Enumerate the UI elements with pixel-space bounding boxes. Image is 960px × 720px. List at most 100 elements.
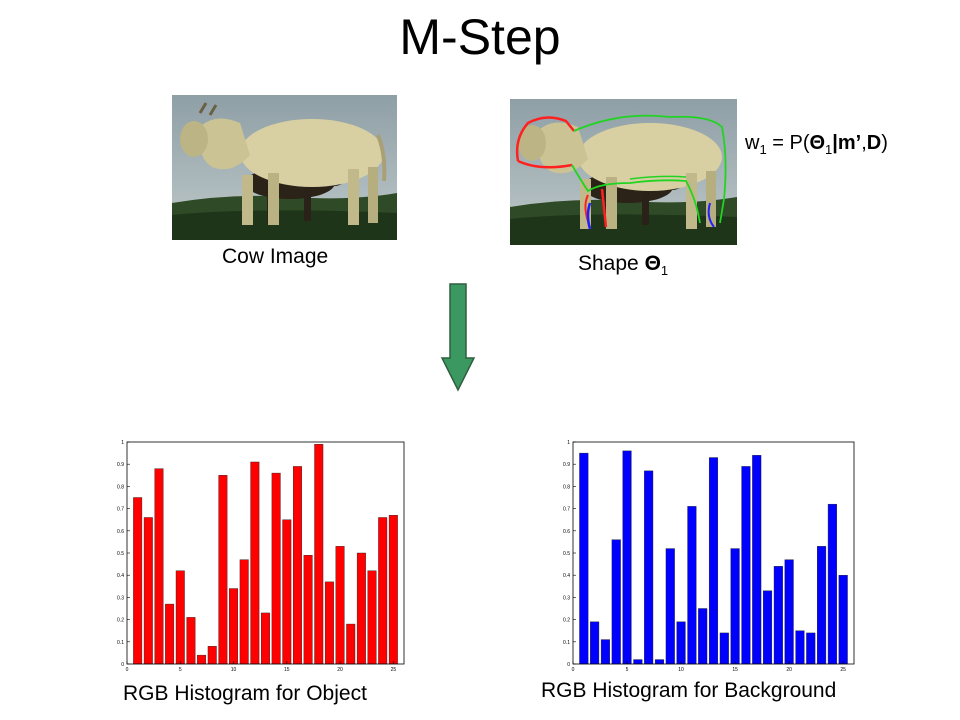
y-tick-label-object-2: 0.2 bbox=[117, 618, 124, 624]
bar-object-23 bbox=[367, 570, 377, 665]
y-tick-label-background-4: 0.4 bbox=[563, 573, 570, 579]
y-tick-label-object-10: 1 bbox=[121, 440, 124, 446]
y-tick-label-object-7: 0.7 bbox=[117, 507, 124, 513]
bar-object-15 bbox=[282, 519, 292, 665]
formula-theta-sub: 1 bbox=[825, 142, 833, 157]
bar-object-17 bbox=[303, 555, 313, 665]
formula-d: D bbox=[866, 132, 882, 154]
cow-photo-drawing bbox=[172, 95, 397, 240]
bar-object-14 bbox=[271, 472, 281, 665]
y-tick-label-object-6: 0.6 bbox=[117, 529, 124, 535]
formula-w: w bbox=[745, 132, 760, 154]
bar-object-12 bbox=[250, 461, 260, 665]
y-tick-label-background-9: 0.9 bbox=[563, 462, 570, 468]
bar-background-6 bbox=[633, 659, 643, 665]
y-tick-label-object-1: 0.1 bbox=[117, 640, 124, 646]
bar-object-4 bbox=[165, 603, 175, 665]
bar-background-10 bbox=[676, 621, 686, 665]
x-tick-label-background-4: 20 bbox=[786, 667, 792, 673]
y-tick-label-object-8: 0.8 bbox=[117, 484, 124, 490]
y-tick-label-background-3: 0.3 bbox=[563, 595, 570, 601]
caption-hist-object: RGB Histogram for Object bbox=[123, 682, 367, 705]
caption-shape-prefix: Shape bbox=[578, 252, 645, 275]
x-tick-label-background-2: 10 bbox=[678, 667, 684, 673]
bar-background-23 bbox=[817, 546, 827, 665]
caption-cow-image: Cow Image bbox=[222, 245, 329, 268]
x-tick-label-object-4: 20 bbox=[337, 667, 343, 673]
shape-photo-drawing bbox=[510, 99, 737, 245]
formula-theta: Θ bbox=[809, 132, 826, 154]
bar-background-12 bbox=[698, 608, 708, 665]
bar-object-21 bbox=[346, 623, 356, 665]
bar-object-19 bbox=[324, 581, 334, 665]
bar-background-14 bbox=[719, 632, 729, 665]
bar-object-2 bbox=[143, 517, 153, 665]
y-tick-label-background-6: 0.6 bbox=[563, 529, 570, 535]
x-tick-label-background-3: 15 bbox=[732, 667, 738, 673]
bar-object-7 bbox=[197, 654, 207, 665]
bar-background-8 bbox=[654, 659, 664, 665]
y-tick-label-object-9: 0.9 bbox=[117, 462, 124, 468]
bar-background-16 bbox=[741, 466, 751, 665]
x-tick-label-object-0: 0 bbox=[126, 667, 129, 673]
y-tick-label-background-0: 0 bbox=[567, 662, 570, 668]
histogram-object-chart: 00.10.20.30.40.50.60.70.80.910 5 10 15 20 25 bbox=[117, 440, 405, 673]
y-tick-label-object-4: 0.4 bbox=[117, 573, 124, 579]
cow-image bbox=[172, 95, 397, 240]
bar-background-11 bbox=[687, 506, 697, 665]
x-tick-label-object-2: 10 bbox=[231, 667, 237, 673]
bar-background-3 bbox=[600, 639, 610, 665]
bar-background-25 bbox=[838, 574, 848, 665]
bar-background-24 bbox=[827, 503, 837, 665]
bar-background-4 bbox=[611, 539, 621, 665]
caption-shape-theta: Θ bbox=[644, 252, 661, 275]
down-arrow-icon bbox=[440, 283, 476, 392]
formula-bar: | bbox=[832, 132, 838, 154]
bar-background-22 bbox=[806, 632, 816, 665]
y-tick-label-background-5: 0.5 bbox=[563, 551, 570, 557]
y-tick-label-background-1: 0.1 bbox=[563, 640, 570, 646]
bar-object-13 bbox=[261, 612, 270, 665]
bar-object-5 bbox=[175, 570, 185, 665]
bar-object-18 bbox=[314, 444, 324, 665]
bar-object-25 bbox=[388, 515, 398, 665]
y-tick-label-background-7: 0.7 bbox=[563, 507, 570, 513]
bar-object-1 bbox=[133, 497, 143, 665]
bar-object-22 bbox=[356, 552, 366, 665]
page-title: M-Step bbox=[399, 9, 561, 65]
bar-object-16 bbox=[292, 466, 302, 665]
x-tick-label-background-0: 0 bbox=[572, 667, 575, 673]
y-tick-label-object-0: 0 bbox=[121, 662, 124, 668]
bar-background-19 bbox=[773, 566, 783, 665]
caption-shape: Shape Θ1 bbox=[578, 252, 668, 278]
bar-background-9 bbox=[665, 548, 675, 665]
x-tick-label-object-3: 15 bbox=[284, 667, 290, 673]
formula-comma: , bbox=[861, 132, 867, 154]
x-tick-label-object-5: 25 bbox=[391, 667, 397, 673]
bar-background-1 bbox=[579, 452, 589, 665]
x-tick-label-background-1: 5 bbox=[626, 667, 629, 673]
formula-eq: = P( bbox=[766, 132, 810, 154]
bar-background-15 bbox=[730, 548, 740, 665]
formula-w-sub: 1 bbox=[759, 142, 767, 157]
bar-background-17 bbox=[752, 455, 762, 665]
x-tick-label-object-1: 5 bbox=[179, 667, 182, 673]
y-tick-label-object-5: 0.5 bbox=[117, 551, 124, 557]
bar-object-3 bbox=[154, 468, 164, 665]
bar-object-11 bbox=[239, 559, 249, 665]
y-tick-label-background-2: 0.2 bbox=[563, 618, 570, 624]
formula-m: m’ bbox=[837, 132, 862, 154]
shape-image bbox=[510, 99, 737, 245]
formula-close: ) bbox=[881, 132, 888, 154]
bar-object-20 bbox=[335, 546, 345, 665]
y-tick-label-background-10: 1 bbox=[567, 440, 570, 446]
bar-background-21 bbox=[795, 630, 805, 665]
bar-object-10 bbox=[229, 588, 238, 665]
bar-object-6 bbox=[186, 617, 196, 665]
bar-background-13 bbox=[708, 457, 719, 665]
bar-object-24 bbox=[378, 517, 388, 665]
bar-background-7 bbox=[644, 470, 654, 665]
histogram-background-chart: 00.10.20.30.40.50.60.70.80.910 5 10 15 20 25 bbox=[563, 440, 855, 673]
y-tick-label-object-3: 0.3 bbox=[117, 595, 124, 601]
bar-background-2 bbox=[590, 621, 600, 665]
